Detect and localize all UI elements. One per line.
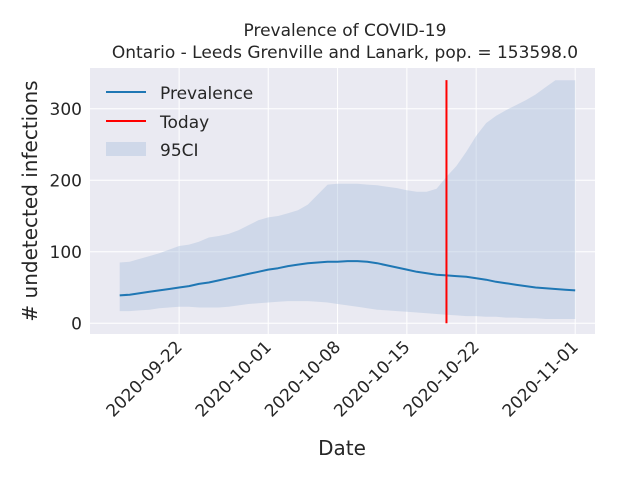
chart-subtitle: Ontario - Leeds Grenville and Lanark, po… — [112, 43, 578, 63]
y-tick-label: 300 — [50, 100, 82, 120]
legend-label-95ci: 95CI — [160, 141, 199, 161]
y-axis-label: # undetected infections — [18, 80, 42, 321]
chart-title: Prevalence of COVID-19 — [244, 21, 447, 41]
legend: Prevalence Today 95CI — [106, 84, 253, 161]
x-axis-label: Date — [318, 436, 366, 460]
y-tick-label: 0 — [71, 314, 82, 334]
legend-label-today: Today — [159, 113, 209, 133]
x-tick-label: 2020-09-22 — [103, 337, 187, 421]
ci-band — [119, 80, 576, 319]
x-tick-label: 2020-11-01 — [499, 337, 583, 421]
series-layer — [119, 80, 576, 324]
y-tick-label: 200 — [50, 171, 82, 191]
plot-area — [90, 68, 595, 334]
series-line-prevalence — [119, 260, 576, 297]
legend-label-prevalence: Prevalence — [160, 84, 253, 104]
legend-swatch-95ci — [106, 142, 146, 156]
y-tick-label: 100 — [50, 243, 82, 263]
ci-band-layer — [119, 80, 576, 319]
